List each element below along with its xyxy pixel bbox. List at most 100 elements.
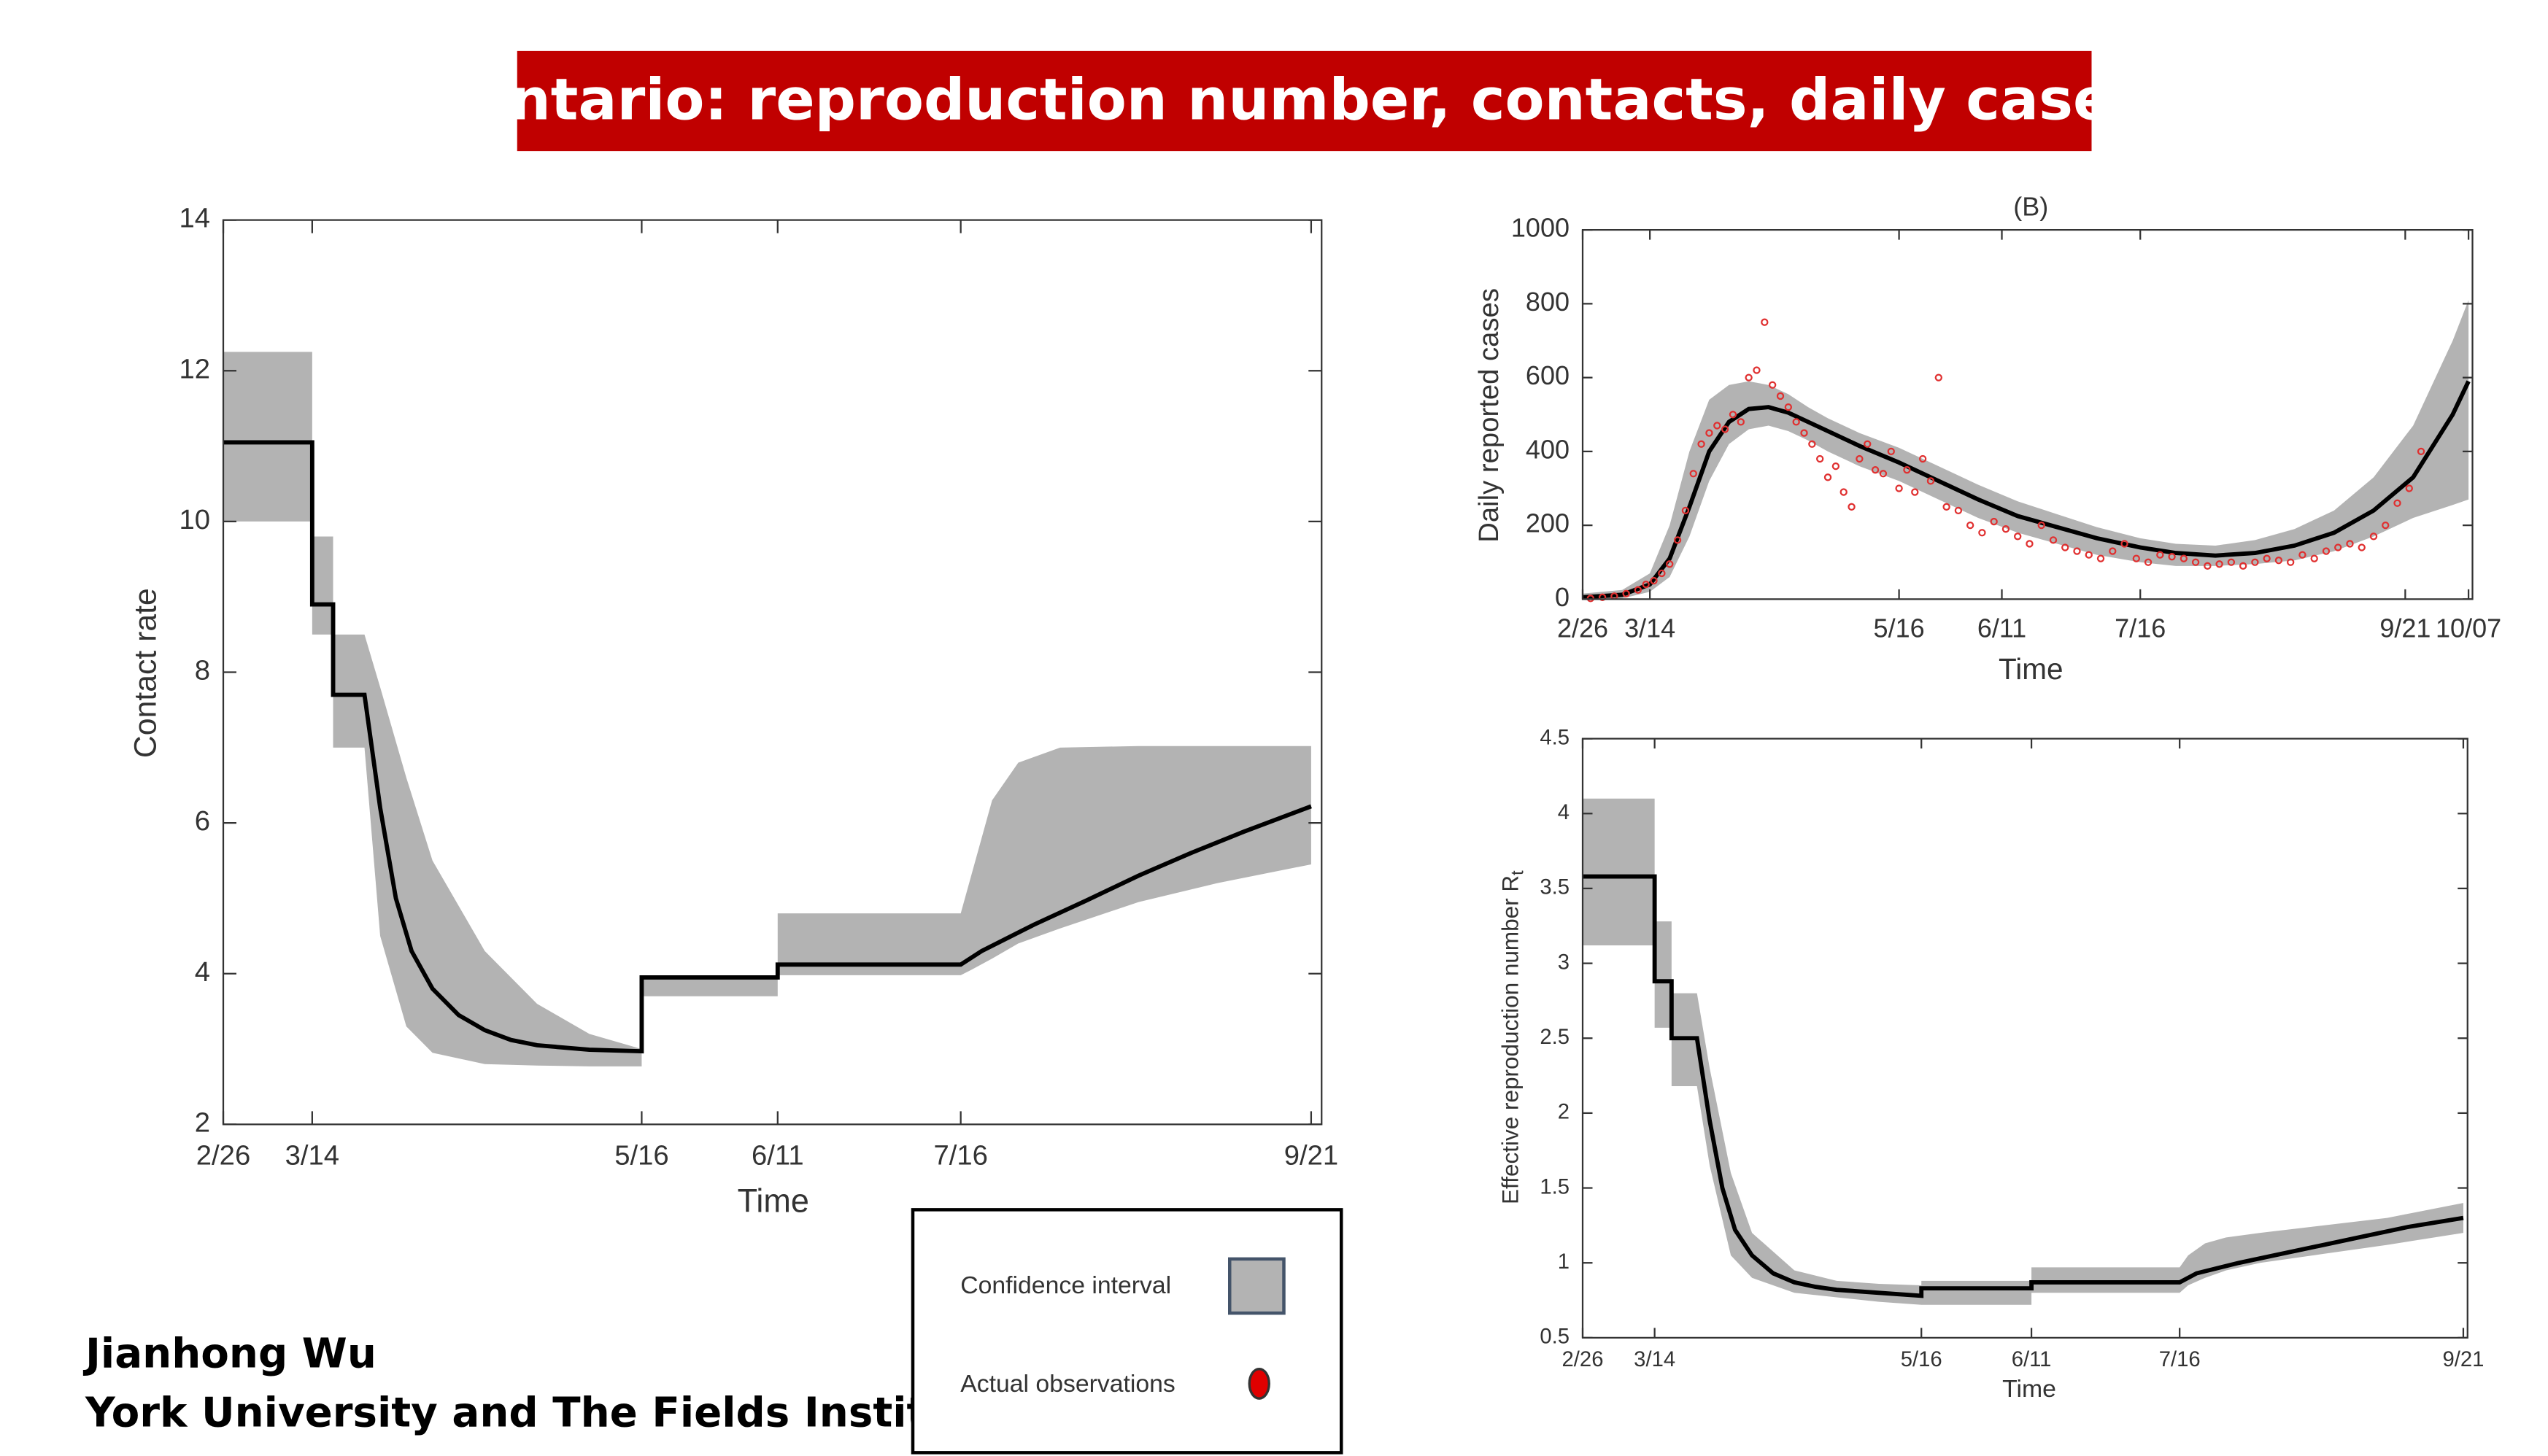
x-tick-label: 3/14 <box>1634 1348 1675 1371</box>
y-tick-label: 1.5 <box>1540 1175 1570 1199</box>
observation-point <box>2227 558 2236 566</box>
confidence-band <box>223 352 1311 1066</box>
observation-point <box>2180 554 2188 562</box>
line <box>223 440 1312 1054</box>
observation-point <box>2037 521 2045 530</box>
y-tick-label: 3 <box>1558 950 1570 974</box>
observation-point <box>2144 558 2153 566</box>
y-tick-label: 12 <box>179 353 210 384</box>
observation-point <box>1808 440 1816 448</box>
observation-point <box>2120 540 2128 548</box>
observation-point <box>2393 499 2401 507</box>
x-tick-label: 9/21 <box>2379 613 2431 643</box>
observation-point <box>2322 547 2331 555</box>
confidence-band <box>1583 300 2469 600</box>
y-axis-label: Daily reported cases <box>1473 288 1505 543</box>
observation-point <box>1911 488 1919 496</box>
x-tick-label: 3/14 <box>285 1139 339 1171</box>
legend-box <box>911 1208 1343 1455</box>
y-tick-label: 8 <box>195 655 210 686</box>
observation-point <box>2287 558 2295 566</box>
x-tick-label: 5/16 <box>1874 613 1925 643</box>
x-tick-label: 2/26 <box>196 1139 250 1171</box>
observation-point <box>1800 429 1808 437</box>
x-tick-label: 6/11 <box>752 1139 804 1171</box>
x-tick-label: 2/26 <box>1562 1348 1604 1371</box>
observation-point <box>2191 558 2200 566</box>
chart: 0 200 400 600 800 1000 2/26 3/14 5/16 6/11 7/16 9/2… <box>1473 191 2501 686</box>
x-tick-label: 6/11 <box>2012 1348 2052 1371</box>
x-tick-label: 9/21 <box>1284 1139 1338 1171</box>
y-tick-label: 2 <box>1558 1101 1570 1124</box>
observation-point <box>1879 470 1888 478</box>
observation-point <box>1816 454 1824 463</box>
y-tick-label: 400 <box>1526 434 1570 464</box>
observation-point <box>1634 586 1642 594</box>
legend: Confidence interval Actual observations <box>911 1208 1343 1455</box>
y-axis-label: Effective reproduction number Rt <box>1497 870 1528 1204</box>
observation-point <box>2346 540 2354 548</box>
observation-point <box>1642 580 1650 589</box>
observation-point <box>2310 554 2318 562</box>
observation-point <box>2026 540 2034 548</box>
observation-point <box>2001 525 2010 533</box>
observation-point <box>1666 560 1674 568</box>
observation-point <box>2251 558 2259 566</box>
observation-point <box>1831 462 1840 471</box>
x-axis-label: Time <box>1999 652 2064 686</box>
line <box>1583 874 2464 1298</box>
observation-point <box>2215 560 2223 568</box>
observation-point <box>1990 517 1998 526</box>
observation-point <box>2358 543 2366 551</box>
observation-point <box>2061 543 2069 551</box>
title-banner <box>517 50 2092 152</box>
y-tick-label: 800 <box>1526 287 1570 317</box>
author-name: Jianhong Wu <box>82 1330 377 1377</box>
observation-point <box>2109 547 2117 555</box>
observation-point <box>2168 552 2176 561</box>
y-tick-label: 600 <box>1526 360 1570 390</box>
observation-point <box>1926 477 1935 485</box>
observation-point <box>1673 536 1682 544</box>
x-tick-label: 10/07 <box>2436 613 2501 643</box>
observation-point <box>1966 521 1974 530</box>
observation-point <box>2263 554 2271 562</box>
y-tick-label: 2.5 <box>1540 1026 1570 1049</box>
observation-point <box>2239 562 2247 570</box>
observation-point <box>2405 484 2413 492</box>
y-tick-label: 10 <box>179 504 210 535</box>
observation-point <box>1705 429 1713 437</box>
y-tick-label: 200 <box>1526 508 1570 538</box>
chart-title: (B) <box>2013 191 2048 221</box>
observation-point <box>1895 484 1903 492</box>
line <box>1582 380 2471 600</box>
observation-point <box>2096 554 2105 562</box>
observation-point <box>1689 470 1697 478</box>
legend-label: Actual observations <box>960 1370 1175 1398</box>
observation-point <box>1650 576 1658 585</box>
observation-point <box>1871 466 1880 474</box>
observation-point <box>1598 593 1607 602</box>
y-tick-label: 14 <box>179 203 210 234</box>
observation-point <box>1768 381 1777 389</box>
observation-point <box>1753 366 1761 374</box>
x-tick-label: 7/16 <box>2115 613 2166 643</box>
confidence-band <box>1583 798 2463 1305</box>
y-tick-label: 3.5 <box>1540 876 1570 899</box>
x-tick-label: 3/14 <box>1624 613 1675 643</box>
y-tick-label: 0 <box>1555 582 1570 612</box>
author-affiliation: York University and The Fields Institute <box>85 1389 1003 1436</box>
observation-point <box>1942 503 1950 511</box>
observation-point <box>2369 533 2378 541</box>
observation-point <box>1918 454 1927 463</box>
x-tick-label: 6/11 <box>1977 613 2026 643</box>
observation-point <box>1978 529 1986 537</box>
observation-point <box>1761 318 1769 326</box>
legend-swatch <box>1228 1257 1286 1315</box>
slide-title: Ontario: reproduction number, contacts, … <box>461 66 2146 133</box>
observation-point <box>2334 543 2342 551</box>
y-tick-label: 4 <box>1558 801 1570 824</box>
observation-point <box>1823 473 1832 481</box>
chart: 0.5 1 1.5 2 2.5 3 3.5 4 4.5 2/26 3/14 5/16 6/11 7/16 9… <box>1497 726 2485 1402</box>
